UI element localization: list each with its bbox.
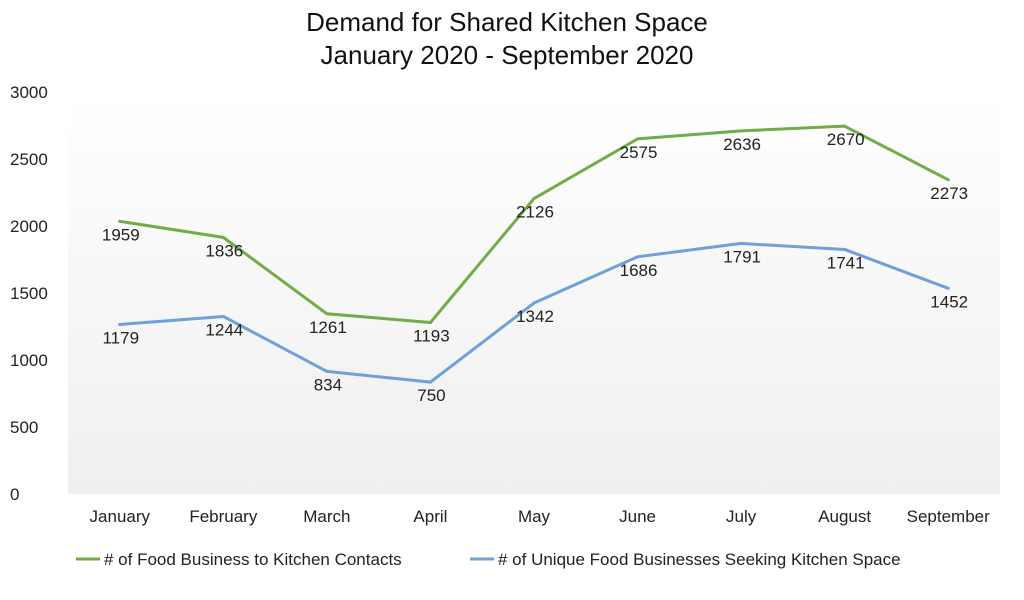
data-label: 2636 (723, 135, 761, 154)
legend: # of Food Business to Kitchen Contacts # … (76, 550, 901, 569)
data-label: 2273 (930, 184, 968, 203)
data-point (532, 301, 536, 305)
data-point (221, 235, 225, 239)
legend-label: # of Food Business to Kitchen Contacts (104, 550, 402, 569)
legend-item: # of Food Business to Kitchen Contacts (76, 550, 402, 569)
x-axis: January February March April May June July Augu… (90, 507, 991, 526)
chart-subtitle: January 2020 - September 2020 (321, 40, 694, 70)
y-tick-label: 2000 (10, 217, 48, 236)
y-tick-label: 1000 (10, 351, 48, 370)
data-point (636, 255, 640, 259)
data-point (946, 286, 950, 290)
data-point (118, 219, 122, 223)
data-point (946, 178, 950, 182)
series-group: 1179 1244 834 750 1342 1686 1791 1741 1452 (102, 241, 968, 405)
x-tick-label: January (90, 507, 151, 526)
legend-item: # of Unique Food Businesses Seeking Kitc… (470, 550, 901, 569)
data-point (221, 314, 225, 318)
data-point (843, 124, 847, 128)
data-point (325, 369, 329, 373)
data-label: 1193 (413, 326, 450, 345)
data-label: 2670 (827, 130, 865, 149)
x-tick-label: May (518, 507, 551, 526)
data-label: 1959 (102, 225, 140, 244)
data-label: 1452 (930, 292, 968, 311)
data-label: 2126 (516, 203, 554, 222)
data-label: 1741 (827, 253, 865, 272)
x-tick-label: August (818, 507, 871, 526)
data-label: 1261 (309, 318, 347, 337)
data-label: 1179 (102, 328, 139, 347)
y-axis: 0 500 1000 1500 2000 2500 3000 (10, 83, 48, 504)
y-tick-label: 2500 (10, 150, 48, 169)
x-tick-label: June (619, 507, 656, 526)
y-tick-label: 0 (10, 485, 19, 504)
legend-label: # of Unique Food Businesses Seeking Kitc… (498, 550, 901, 569)
data-label: 1836 (205, 241, 243, 260)
data-label: 1791 (723, 247, 761, 266)
data-point (843, 247, 847, 251)
data-label: 1244 (205, 320, 243, 339)
data-label: 2575 (620, 143, 658, 162)
data-point (739, 241, 743, 245)
chart-title: Demand for Shared Kitchen Space (306, 7, 708, 37)
data-label: 750 (417, 386, 445, 405)
data-point (739, 129, 743, 133)
y-tick-label: 3000 (10, 83, 48, 102)
data-point (532, 197, 536, 201)
y-tick-label: 1500 (10, 284, 48, 303)
series-layer: 1959 1836 1261 1193 2126 2575 2636 2670 2273 1179… (102, 124, 968, 405)
x-tick-label: July (726, 507, 757, 526)
data-label: 834 (314, 375, 342, 394)
data-label: 1686 (620, 261, 658, 280)
data-point (636, 137, 640, 141)
data-point (428, 380, 432, 384)
x-tick-label: March (303, 507, 350, 526)
data-point (428, 320, 432, 324)
series-group: 1959 1836 1261 1193 2126 2575 2636 2670 2273 (102, 124, 968, 345)
x-tick-label: February (189, 507, 258, 526)
x-tick-label: September (907, 507, 990, 526)
plot-area (68, 92, 1000, 494)
data-point (118, 322, 122, 326)
data-label: 1342 (516, 307, 554, 326)
x-tick-label: April (413, 507, 447, 526)
y-tick-label: 500 (10, 418, 38, 437)
data-point (325, 312, 329, 316)
